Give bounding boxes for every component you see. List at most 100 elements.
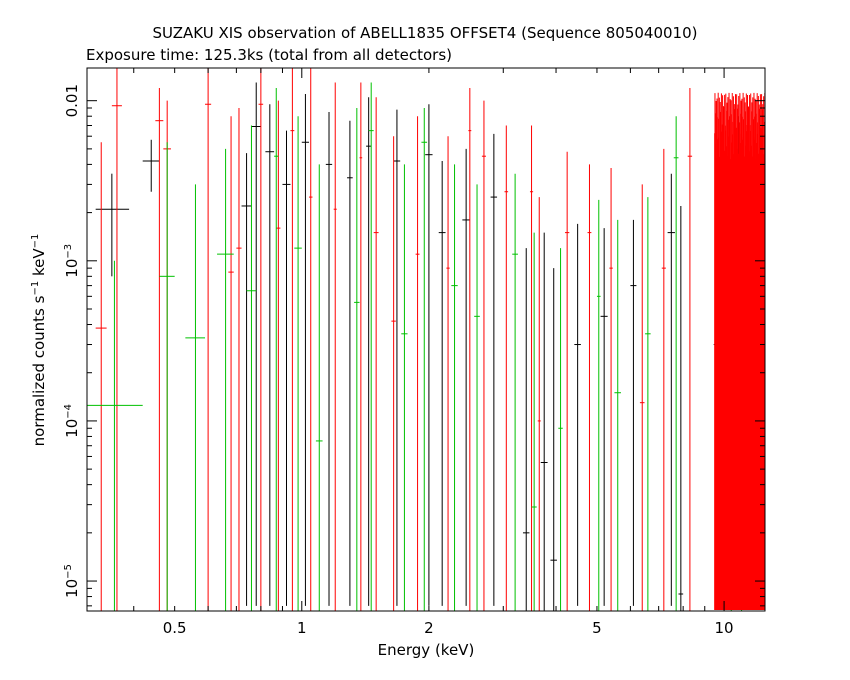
data-point: [241, 153, 252, 606]
y-tick-exponent: −4: [63, 404, 74, 419]
data-point: [246, 125, 257, 611]
x-tick-label: 10: [715, 619, 734, 637]
data-point: [645, 197, 651, 611]
data-point: [537, 197, 541, 611]
data-point: [687, 88, 693, 611]
y-tick-mantissa: 10: [63, 419, 81, 438]
data-point: [155, 88, 164, 611]
y-axis: 10−510−410−30.01: [63, 84, 765, 607]
y-tick-mantissa: 0.01: [63, 84, 81, 117]
y-axis-label-exp2: −1: [30, 234, 41, 249]
data-point: [373, 97, 379, 611]
data-point: [258, 68, 264, 611]
data-point: [391, 136, 396, 611]
data-point: [661, 148, 666, 611]
chart-title: SUZAKU XIS observation of ABELL1835 OFFS…: [153, 24, 698, 42]
y-tick-label: 10−5: [63, 564, 81, 598]
y-tick-label: 10−3: [63, 244, 81, 278]
data-point: [401, 164, 408, 611]
data-point: [673, 116, 679, 611]
y-tick-label: 10−4: [63, 404, 81, 438]
data-point: [359, 82, 363, 611]
data-point: [550, 268, 557, 611]
data-point: [205, 68, 212, 611]
data-point: [462, 148, 470, 606]
data-point: [251, 82, 261, 606]
data-point: [490, 133, 498, 606]
high-energy-bins: [714, 92, 766, 610]
data-point: [276, 100, 281, 611]
data-point: [531, 232, 537, 611]
data-point: [574, 223, 581, 606]
x-tick-label: 2: [424, 619, 434, 637]
data-point: [540, 232, 548, 611]
data-point: [217, 148, 234, 611]
data-point: [333, 82, 337, 611]
y-axis-label-unit: keV: [30, 248, 48, 281]
data-point: [600, 228, 608, 606]
plot-frame: [86, 67, 766, 612]
error-bars-layer: [87, 68, 766, 611]
data-point: [451, 164, 458, 611]
data-point: [481, 100, 486, 611]
data-point: [95, 142, 107, 611]
data-point: [609, 167, 613, 611]
data-point: [446, 136, 450, 611]
data-point: [474, 184, 480, 611]
data-point: [522, 248, 530, 611]
data-point: [415, 116, 420, 611]
data-point: [228, 116, 234, 611]
data-point: [438, 161, 446, 606]
y-tick-label: 0.01: [63, 84, 81, 117]
data-point: [678, 205, 684, 611]
y-tick-exponent: −5: [63, 564, 74, 579]
data-point: [667, 173, 675, 606]
data-point: [421, 108, 428, 611]
data-point: [596, 199, 601, 611]
data-point: [294, 116, 302, 611]
data-point: [308, 68, 313, 611]
data-point: [111, 68, 122, 611]
data-point: [142, 139, 160, 192]
data-point: [95, 173, 130, 277]
data-point: [274, 88, 279, 611]
x-tick-label: 0.5: [163, 619, 187, 637]
y-axis-label: normalized counts s−1 keV−1: [30, 234, 48, 447]
data-point: [630, 219, 637, 606]
data-point: [564, 151, 570, 611]
data-point: [325, 111, 333, 606]
y-axis-label-exp1: −1: [30, 281, 41, 296]
data-point: [282, 130, 291, 606]
y-tick-mantissa: 10: [63, 259, 81, 278]
data-point: [290, 68, 295, 611]
data-point: [587, 164, 592, 611]
y-axis-label-main: normalized counts s: [30, 295, 48, 446]
data-point: [504, 125, 509, 611]
data-point: [347, 120, 353, 606]
data-point: [315, 164, 323, 611]
chart-subtitle: Exposure time: 125.3ks (total from all d…: [86, 46, 452, 64]
x-tick-label: 1: [297, 619, 307, 637]
data-point: [512, 173, 518, 611]
y-tick-mantissa: 10: [63, 579, 81, 598]
data-point: [468, 88, 472, 611]
data-point: [393, 109, 401, 606]
data-point: [425, 104, 433, 606]
x-axis: 0.5 1 2 5 10: [133, 68, 734, 637]
data-point: [614, 219, 621, 611]
data-point: [639, 184, 645, 611]
data-point: [368, 82, 374, 611]
data-point: [185, 184, 206, 611]
x-axis-label: Energy (keV): [378, 641, 475, 659]
data-point: [87, 260, 143, 611]
data-point: [558, 248, 563, 611]
data-point: [236, 108, 242, 611]
data-point: [301, 94, 309, 606]
data-point: [159, 142, 175, 611]
data-point: [529, 125, 534, 611]
data-point: [265, 104, 275, 606]
y-tick-exponent: −3: [63, 244, 74, 259]
data-point: [366, 97, 372, 606]
x-tick-label: 5: [592, 619, 602, 637]
